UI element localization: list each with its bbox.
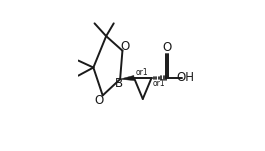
Text: O: O — [162, 41, 171, 54]
Text: OH: OH — [176, 72, 194, 85]
Polygon shape — [120, 76, 134, 80]
Text: O: O — [120, 40, 129, 53]
Text: O: O — [95, 94, 104, 107]
Text: or1: or1 — [153, 79, 166, 88]
Text: B: B — [115, 77, 123, 90]
Text: or1: or1 — [136, 68, 148, 77]
